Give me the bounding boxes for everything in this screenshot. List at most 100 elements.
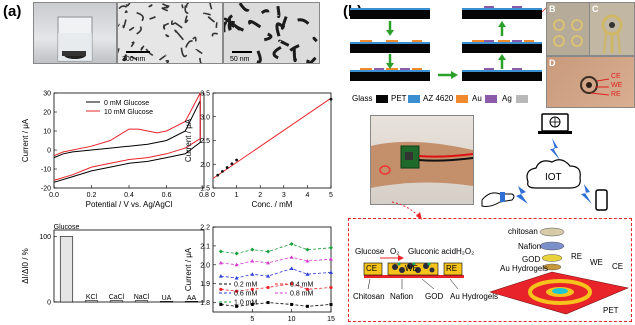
tem-strand [163, 5, 169, 9]
stack-god: GOD [522, 255, 541, 264]
cv-legend-label: 0 mM Glucose [104, 100, 149, 107]
tem-network-2 [224, 3, 318, 63]
legend-ag-swatch [516, 95, 528, 103]
stab-point [234, 251, 239, 256]
fab-az [524, 40, 534, 42]
stab-xtick-label: 5 [250, 316, 254, 323]
tem-image-high-mag: 50 nm [223, 2, 320, 64]
single-electrode [601, 14, 623, 54]
stab-ytick-label: 1.9 [200, 281, 210, 288]
sel-ytick-label: 0 [47, 300, 51, 307]
cv-frame [53, 92, 205, 189]
photo-c-electrode: C [589, 2, 635, 56]
stab-point [235, 289, 239, 293]
tem-strand [122, 19, 127, 29]
sel-bar-label: UA [162, 295, 172, 302]
stack-chitosan: chitosan [508, 227, 538, 236]
photo-d-skin-sensor: D CE WE RE [546, 56, 635, 108]
stack-pet: PET [603, 306, 619, 315]
cal-xtick-label: 3 [282, 192, 286, 199]
stab-ytick-label: 2.0 [200, 262, 210, 269]
photo-b-letter: B [549, 4, 556, 14]
schem-au-hydrogels: Au Hydrogels [450, 292, 499, 301]
stab-point [305, 287, 309, 291]
cal-point [235, 158, 238, 162]
tem-strand [118, 48, 120, 54]
tem-strand [130, 56, 138, 61]
tem-strand [149, 16, 156, 20]
fab-au [484, 6, 494, 8]
photo-d-ce: CE [611, 73, 621, 80]
tem-strand [145, 48, 154, 56]
skin-electrode [580, 76, 610, 96]
iot-diagram [481, 113, 608, 211]
cal-point [225, 166, 229, 169]
tem-strand [312, 36, 318, 43]
photo-d-letter: D [549, 58, 556, 68]
cal-ytick-label: 3.0 [200, 114, 210, 121]
stab-ytick-label: 2.2 [200, 225, 210, 232]
stab-xtick-label: 10 [288, 316, 296, 323]
fab-au [512, 40, 522, 42]
vial-photo [33, 2, 117, 64]
legend-az-label: AZ 4620 [423, 94, 454, 103]
laptop-icon [538, 113, 572, 134]
tem-strand [292, 48, 298, 63]
fab-az [360, 68, 372, 70]
stab-frame [212, 226, 332, 313]
tem-strand [272, 46, 282, 60]
cv-legend-label: 10 mM Glucose [104, 109, 153, 116]
cv-ytick-label: 0 [47, 148, 51, 155]
fab-glass [350, 44, 430, 53]
sel-bar-label: NaCl [134, 294, 150, 301]
stab-point [250, 259, 255, 263]
fab-glass [462, 44, 542, 53]
legend-pet-label: PET [391, 94, 407, 103]
stab-ytick-label: 2.1 [200, 243, 210, 250]
fab-au [374, 68, 384, 70]
stab-series-line [220, 243, 332, 254]
schematic-box [348, 218, 632, 322]
tem-strand [199, 57, 203, 63]
tem-strand [211, 32, 218, 37]
stab-point [266, 249, 271, 254]
fab-arrow-head [498, 54, 506, 60]
fab-az [412, 68, 422, 70]
fab-au [484, 40, 494, 42]
tem-strand [136, 12, 144, 22]
tem-strand [174, 29, 184, 41]
iot-label: IOT [545, 172, 562, 183]
stab-point [289, 266, 294, 271]
cv-chart: 0.0 0.2 0.4 0.6 0.8 30 20 10 0 -10 -20 Potential / … [21, 91, 209, 210]
fab-pet [350, 70, 430, 72]
lightning-icon [550, 138, 560, 160]
scale-bar-300-label: 300 nm [122, 56, 146, 63]
cv-xtick-label: 0.6 [162, 192, 172, 199]
cal-point [221, 169, 224, 173]
tem-strand [162, 3, 170, 7]
stab-series-line [220, 256, 332, 266]
stab-point [329, 245, 333, 250]
stab-point [218, 260, 223, 265]
tem-strand [306, 56, 317, 63]
stab-point [329, 270, 333, 274]
cv-ylabel: Current / μA [21, 118, 30, 162]
sel-bar [159, 301, 174, 303]
stab-legend-label: 0.8 mM [290, 291, 314, 298]
arm-with-sensor [371, 141, 473, 188]
legend-glass-swatch [376, 95, 388, 103]
tem-strand [161, 7, 169, 12]
tem-strand [180, 47, 188, 58]
tem-strand [195, 49, 203, 55]
schem-glucose: Glucose [355, 247, 385, 256]
stab-point [234, 276, 239, 280]
schem-god: GOD [425, 292, 444, 301]
schem-chitosan: Chitosan [353, 292, 385, 301]
tem-strand [289, 44, 300, 52]
stab-point [234, 262, 239, 267]
cv-xtick-label: 0.4 [124, 192, 134, 199]
tem-strand [181, 4, 184, 9]
vial-drawing [57, 16, 93, 62]
tem-strand [278, 39, 290, 47]
panel-a-label: (a) [3, 3, 22, 20]
